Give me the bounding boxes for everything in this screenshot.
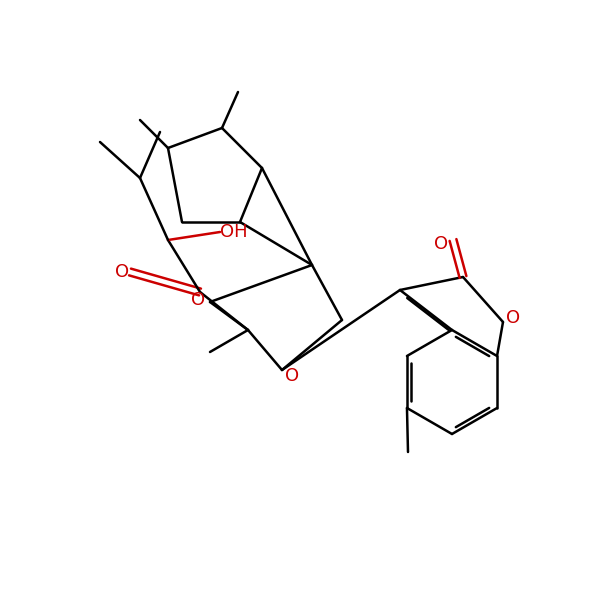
Text: O: O xyxy=(115,263,129,281)
Text: O: O xyxy=(506,309,520,327)
Text: OH: OH xyxy=(220,223,248,241)
Text: O: O xyxy=(434,235,448,253)
Text: O: O xyxy=(285,367,299,385)
Text: O: O xyxy=(191,291,205,309)
